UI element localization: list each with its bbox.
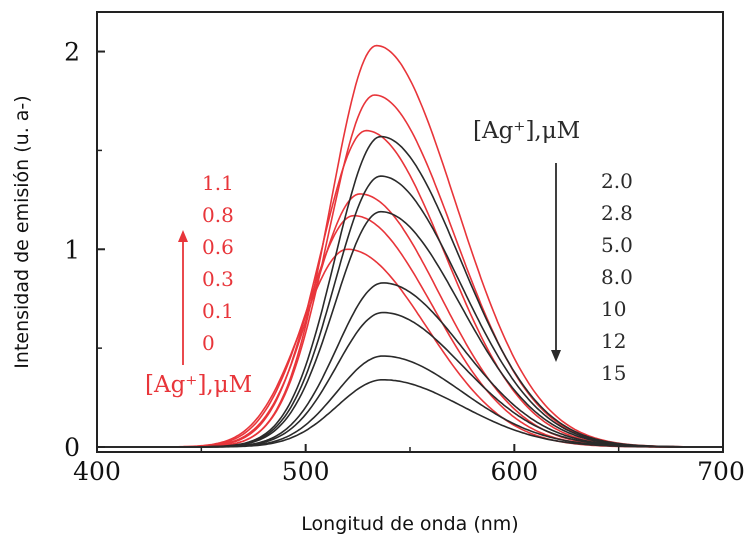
legend-red-arrowhead-icon [178, 230, 188, 242]
legend-black-item: 2.8 [601, 201, 633, 225]
legend-black-item: 10 [601, 297, 626, 321]
x-axis-label: Longitud de onda (nm) [301, 513, 518, 535]
legend-black-item: 12 [601, 329, 626, 353]
series-black-11 [97, 355, 723, 448]
y-tick-label: 2 [64, 38, 80, 67]
legend-black-item: 15 [601, 361, 626, 385]
legend-red-item: 0.1 [202, 299, 234, 323]
legend-black-item: 2.0 [601, 169, 633, 193]
x-tick-label: 400 [73, 457, 121, 486]
legend-red-item: 0.8 [202, 203, 234, 227]
x-tick-label: 700 [697, 457, 745, 486]
series-black-9 [97, 282, 723, 448]
legend-black-title: [Ag⁺],μM [473, 118, 580, 144]
legend-black-item: 5.0 [601, 233, 633, 257]
x-tick-label: 600 [490, 457, 538, 486]
y-tick-label: 1 [64, 235, 80, 264]
legend-red-item: 1.1 [202, 171, 234, 195]
x-tick-label: 500 [282, 457, 330, 486]
legend-black-arrowhead-icon [551, 350, 561, 362]
legend-red-item: 0.6 [202, 235, 234, 259]
y-tick-label: 0 [64, 433, 80, 462]
legend-red-item: 0.3 [202, 267, 234, 291]
legend-red-title: [Ag⁺],μM [145, 372, 252, 398]
y-axis-label: Intensidad de emisión (u. a-) [11, 95, 33, 368]
legend-red-item: 0 [202, 331, 215, 355]
legends-layer: 1.1 0.8 0.6 0.3 0.1 0 [Ag⁺],μM [Ag⁺],μM 2.0 2.8 5.… [145, 118, 633, 398]
legend-black-item: 8.0 [601, 265, 633, 289]
